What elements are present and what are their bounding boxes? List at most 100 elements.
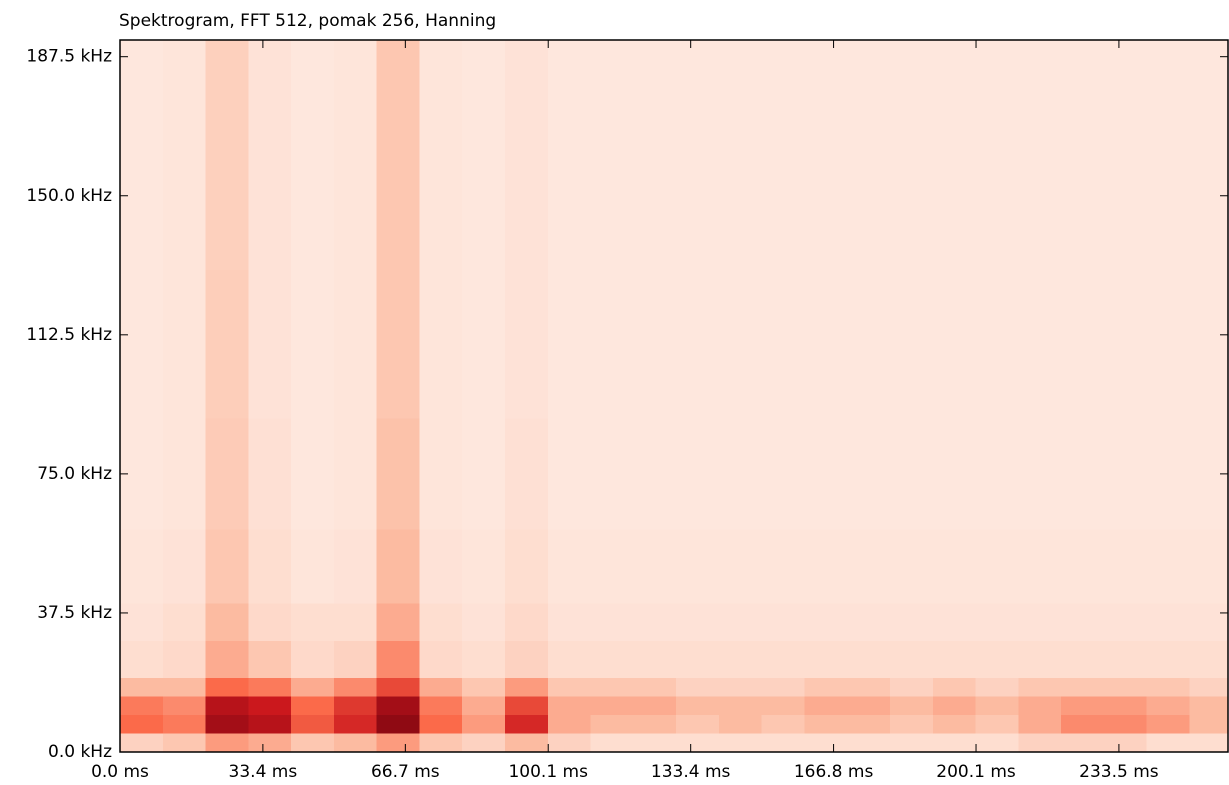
cell	[932, 733, 976, 752]
cell	[376, 696, 420, 715]
cell	[718, 696, 762, 715]
cell	[633, 418, 677, 530]
x-tick-label: 166.8 ms	[794, 762, 874, 782]
cell	[505, 40, 548, 270]
cell	[676, 640, 719, 678]
cell	[633, 733, 677, 752]
cell	[547, 603, 591, 641]
cell	[1061, 733, 1104, 752]
cell	[1146, 529, 1190, 604]
cell	[804, 677, 848, 697]
cell	[462, 677, 506, 697]
cell	[1146, 603, 1190, 641]
cell	[847, 418, 891, 530]
cell	[205, 418, 249, 530]
cell	[376, 418, 420, 530]
cell	[890, 677, 933, 697]
cell	[590, 418, 634, 530]
x-tick-label: 33.4 ms	[229, 762, 298, 782]
cell	[975, 40, 1019, 270]
cell	[547, 418, 591, 530]
cell	[291, 418, 334, 530]
cell	[505, 603, 548, 641]
cell	[718, 733, 762, 752]
y-tick-label: 150.0 kHz	[26, 186, 112, 206]
cell	[676, 677, 719, 697]
cell	[890, 603, 933, 641]
cell	[1018, 603, 1062, 641]
y-tick-label: 37.5 kHz	[37, 603, 112, 623]
cell	[205, 696, 249, 715]
x-tick-label: 233.5 ms	[1079, 762, 1159, 782]
cell	[333, 733, 377, 752]
cell	[162, 603, 206, 641]
cell	[761, 269, 805, 419]
cell	[975, 640, 1019, 678]
cell	[975, 696, 1019, 715]
cell	[291, 269, 334, 419]
cell	[1146, 714, 1190, 734]
cell	[462, 418, 506, 530]
cell	[419, 677, 463, 697]
cell	[248, 418, 292, 530]
cell	[291, 696, 334, 715]
cell	[633, 677, 677, 697]
cell	[333, 269, 377, 419]
cell	[419, 696, 463, 715]
cell	[975, 603, 1019, 641]
cell	[1018, 40, 1062, 270]
cell	[162, 269, 206, 419]
cell	[590, 603, 634, 641]
cell	[590, 640, 634, 678]
cell	[205, 677, 249, 697]
cell	[291, 640, 334, 678]
cell	[1018, 418, 1062, 530]
cell	[932, 418, 976, 530]
cell	[633, 714, 677, 734]
cell	[547, 733, 591, 752]
cell	[761, 640, 805, 678]
cell	[633, 529, 677, 604]
cell	[761, 418, 805, 530]
cell	[932, 640, 976, 678]
cell	[1189, 714, 1228, 734]
cell	[1103, 677, 1147, 697]
cell	[1103, 603, 1147, 641]
cell	[590, 733, 634, 752]
cell	[1018, 677, 1062, 697]
cell	[932, 603, 976, 641]
cell	[462, 640, 506, 678]
cell	[1146, 418, 1190, 530]
cell	[676, 714, 719, 734]
cell	[1146, 733, 1190, 752]
cell	[248, 714, 292, 734]
cell	[120, 40, 163, 270]
cell	[1061, 603, 1104, 641]
cell	[633, 696, 677, 715]
cell	[162, 640, 206, 678]
cell	[932, 40, 976, 270]
cell	[462, 40, 506, 270]
cell	[718, 418, 762, 530]
cell	[376, 677, 420, 697]
cell	[932, 696, 976, 715]
cell	[590, 269, 634, 419]
cell	[890, 733, 933, 752]
cell	[547, 40, 591, 270]
cell	[932, 269, 976, 419]
cell	[376, 714, 420, 734]
cell	[676, 733, 719, 752]
x-tick-label: 133.4 ms	[651, 762, 731, 782]
cell	[804, 269, 848, 419]
cell	[847, 603, 891, 641]
y-tick-label: 112.5 kHz	[26, 325, 112, 345]
cell	[975, 677, 1019, 697]
cell	[804, 418, 848, 530]
y-tick-label: 187.5 kHz	[26, 47, 112, 67]
cell	[505, 269, 548, 419]
cell	[676, 603, 719, 641]
cell	[505, 640, 548, 678]
cell	[890, 269, 933, 419]
cell	[162, 733, 206, 752]
cell	[1018, 696, 1062, 715]
